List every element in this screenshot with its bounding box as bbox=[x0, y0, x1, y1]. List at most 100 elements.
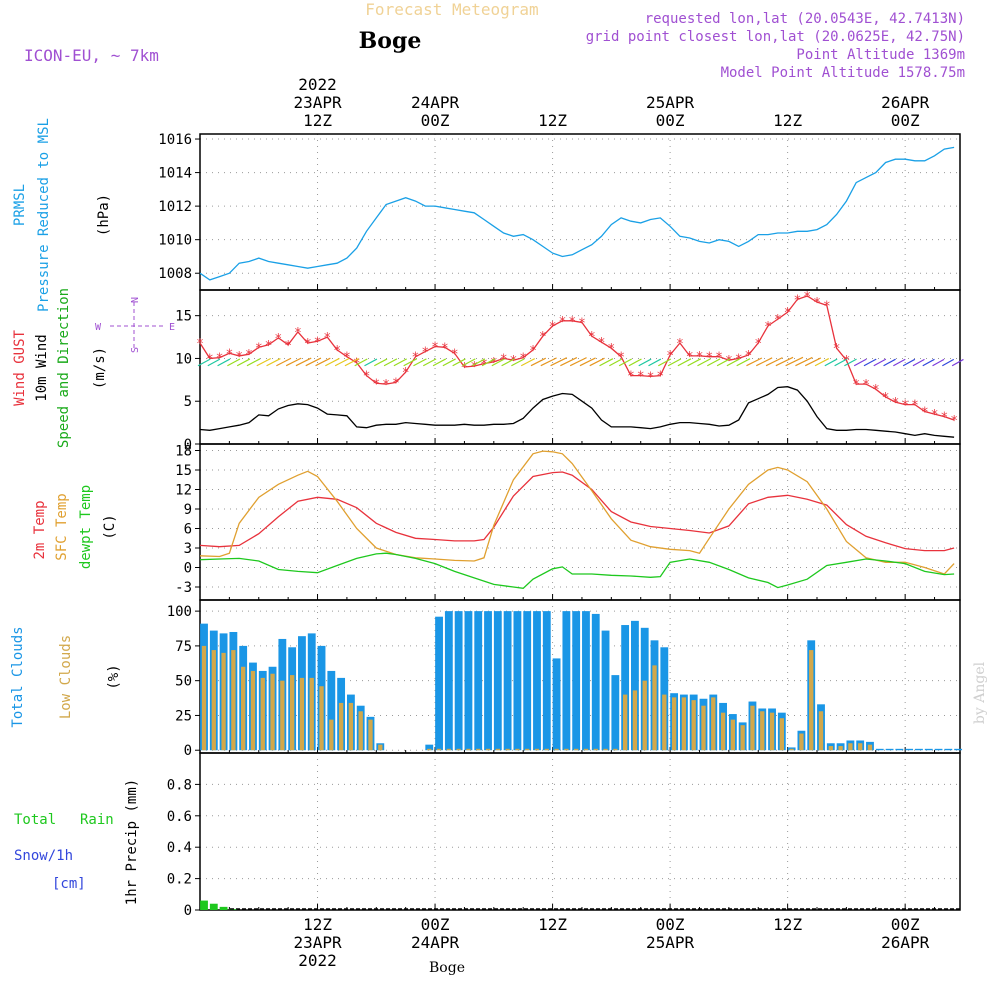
wind-direction-arrow bbox=[687, 358, 702, 367]
panel-temperature: -3 0 3 6 9 12 15 18 bbox=[175, 443, 961, 601]
bar-low-clouds bbox=[662, 694, 667, 751]
wind-direction-arrow bbox=[638, 358, 652, 367]
wind-direction-arrow bbox=[736, 358, 751, 367]
wind-direction-arrow bbox=[471, 358, 486, 367]
y-tick-label: 0.2 bbox=[167, 872, 192, 888]
bar-low-clouds bbox=[329, 719, 334, 751]
time-label-bottom: 12Z bbox=[773, 915, 802, 934]
bar-low-clouds bbox=[427, 748, 432, 751]
wind-direction-arrow bbox=[726, 358, 740, 367]
bar-total-clouds bbox=[542, 611, 551, 751]
series-sfc-temp bbox=[199, 450, 955, 575]
gust-marker: * bbox=[950, 414, 958, 429]
bar-low-clouds bbox=[730, 719, 736, 751]
gust-marker: * bbox=[470, 360, 478, 375]
gust-marker: * bbox=[568, 315, 576, 330]
wind-direction-arrow bbox=[393, 358, 408, 367]
wind-direction-arrow bbox=[677, 358, 692, 367]
bar-total-clouds bbox=[464, 611, 473, 751]
temp-unit: (C) bbox=[102, 514, 118, 539]
gust-marker: * bbox=[333, 344, 341, 359]
bar-low-clouds bbox=[436, 748, 442, 751]
bar-low-clouds bbox=[270, 673, 275, 751]
wind-direction-arrow bbox=[413, 358, 427, 367]
gust-marker: * bbox=[911, 399, 919, 414]
wind-direction-arrow bbox=[609, 358, 623, 367]
gust-marker: * bbox=[245, 348, 253, 363]
wind-direction-arrow bbox=[716, 358, 730, 367]
gust-marker: * bbox=[842, 354, 850, 369]
temp-label-sfc: SFC Temp bbox=[54, 493, 70, 560]
clouds-unit: (%) bbox=[106, 664, 122, 689]
gust-marker: * bbox=[637, 370, 645, 385]
precip-unit: 1hr Precip (mm) bbox=[124, 779, 140, 905]
bar-low-clouds bbox=[652, 665, 657, 751]
bar-low-clouds bbox=[564, 748, 569, 751]
bar-low-clouds bbox=[378, 744, 383, 751]
y-tick-label: 0 bbox=[184, 903, 192, 919]
bar-low-clouds bbox=[348, 702, 354, 751]
y-tick-label: 0 bbox=[184, 437, 192, 453]
wind-direction-arrow bbox=[491, 358, 505, 367]
y-tick-label: 18 bbox=[175, 444, 192, 460]
time-label-top: 00Z bbox=[421, 111, 450, 130]
wind-direction-arrow bbox=[902, 358, 916, 367]
bar-total-clouds bbox=[562, 611, 571, 751]
time-label-top: 00Z bbox=[656, 111, 685, 130]
series-dewpt-temp bbox=[199, 552, 955, 589]
model-label: ICON-EU, ~ 7km bbox=[24, 46, 159, 65]
pressure-label-msl: Pressure Reduced to MSL bbox=[36, 118, 52, 312]
time-label-top: 12Z bbox=[538, 111, 567, 130]
gust-marker: * bbox=[441, 341, 449, 356]
gust-marker: * bbox=[872, 383, 880, 398]
bar-low-clouds bbox=[711, 697, 716, 751]
bar-total-clouds bbox=[552, 658, 561, 751]
bar-low-clouds bbox=[603, 748, 608, 751]
bar-total-clouds bbox=[425, 744, 434, 751]
time-label-top: 25APR bbox=[646, 93, 695, 112]
gust-marker: * bbox=[402, 366, 410, 381]
y-tick-label: 0.8 bbox=[167, 777, 192, 793]
wind-direction-arrow bbox=[667, 358, 682, 367]
gust-marker: * bbox=[598, 336, 606, 351]
bar-low-clouds bbox=[211, 650, 216, 751]
gust-marker: * bbox=[921, 405, 929, 420]
bar-total-clouds bbox=[444, 611, 453, 751]
bar-low-clouds bbox=[867, 744, 873, 751]
time-label-bottom: 00Z bbox=[656, 915, 685, 934]
bar-low-clouds bbox=[466, 748, 471, 751]
gust-marker: * bbox=[412, 351, 420, 366]
wind-direction-arrow bbox=[706, 358, 721, 367]
point-altitude: Point Altitude 1369m bbox=[796, 47, 965, 63]
wind-direction-arrow bbox=[589, 357, 605, 367]
gust-marker: * bbox=[392, 376, 400, 391]
wind-direction-arrow bbox=[628, 358, 642, 367]
wind-direction-arrow bbox=[442, 358, 456, 367]
gust-marker: * bbox=[274, 332, 282, 347]
station-name: Boge bbox=[359, 28, 422, 54]
panel-frame bbox=[199, 443, 961, 601]
gust-marker: * bbox=[304, 337, 312, 352]
wind-direction-arrow bbox=[746, 357, 763, 367]
gust-marker: * bbox=[529, 344, 537, 359]
bar-total-clouds bbox=[484, 611, 492, 751]
gust-marker: * bbox=[255, 341, 263, 356]
bar-low-clouds bbox=[446, 748, 451, 751]
wind-direction-arrow bbox=[550, 357, 568, 367]
wind-direction-arrow bbox=[481, 358, 496, 367]
gust-marker: * bbox=[490, 356, 498, 371]
gust-marker: * bbox=[931, 408, 939, 423]
bar-rain bbox=[219, 906, 228, 910]
wind-direction-arrow bbox=[285, 357, 302, 367]
y-tick-label: 1010 bbox=[158, 233, 192, 249]
wind-direction-arrow bbox=[364, 358, 378, 367]
wind-unit: (m/s) bbox=[92, 347, 108, 389]
wind-direction-arrow bbox=[207, 358, 221, 367]
bar-total-clouds bbox=[905, 748, 914, 751]
y-tick-label: 3 bbox=[184, 541, 192, 557]
wind-direction-arrow bbox=[315, 357, 331, 367]
gust-marker: * bbox=[617, 351, 625, 366]
bar-total-clouds bbox=[611, 675, 620, 751]
time-label-bottom: 24APR bbox=[411, 933, 460, 952]
bar-low-clouds bbox=[642, 680, 647, 751]
